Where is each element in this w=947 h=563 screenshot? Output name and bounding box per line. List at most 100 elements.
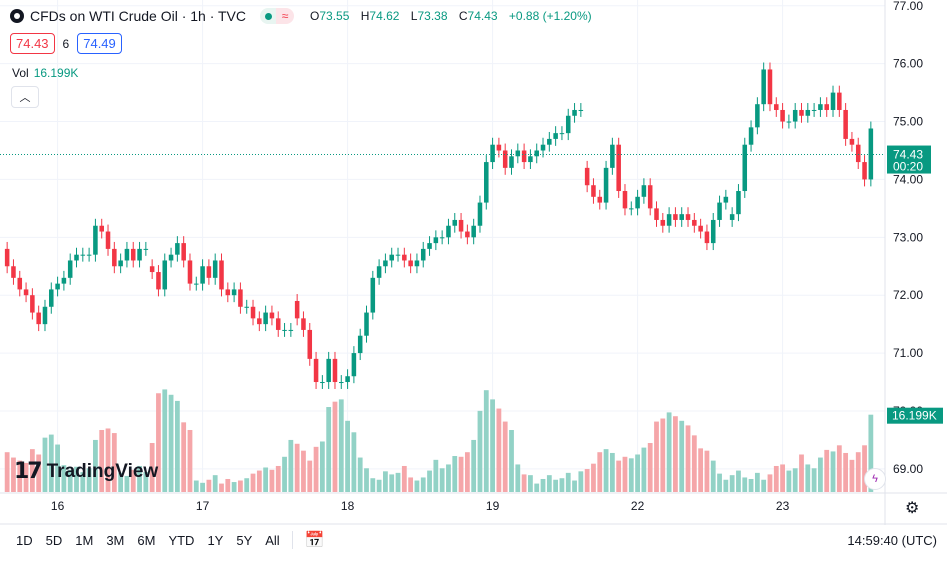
timeframe-1y[interactable]: 1Y [207,532,224,548]
spark-icon[interactable]: ϟ [864,468,886,490]
volume-bar [464,452,470,492]
candle-body [578,109,584,111]
last-volume-label: 16.199K [892,409,937,423]
volume-bar [11,457,16,492]
volume-bar [723,479,729,492]
timeframe-5d[interactable]: 5D [45,532,63,548]
volume-bar [86,468,92,492]
candle-body [509,156,514,168]
trade-buttons: 74.43 6 74.49 [10,33,122,54]
price-tick-label: 76.00 [893,57,923,71]
candle-body [112,248,117,267]
volume-bar [4,452,10,492]
candle-body [206,266,212,278]
candle-body [780,109,785,122]
volume-bar [496,408,502,492]
timeframe-6m[interactable]: 6M [137,532,156,548]
candle-body [477,202,483,226]
time-tick-label: 18 [341,499,355,513]
candle-body [616,144,621,192]
candle-body [837,92,842,110]
market-status-pill[interactable]: ≈ [260,8,295,24]
candle-body [540,144,546,151]
wave-icon: ≈ [276,8,295,24]
collapse-legend-button[interactable]: ︿ [11,86,39,108]
volume-bar [477,410,483,492]
candle-body [219,260,224,290]
timeframe-1m[interactable]: 1M [75,532,94,548]
candle-body [74,254,79,261]
volume-bar [729,475,735,492]
volume-bar [219,483,224,492]
time-tick-label: 17 [196,499,210,513]
candle-body [433,237,439,244]
volume-legend: Vol 16.199K [12,66,78,80]
volume-bar [370,478,376,492]
toolbar-divider [291,531,293,549]
volume-bar [515,464,521,492]
volume-bar [717,473,722,492]
gear-icon[interactable]: ⚙ [905,500,920,517]
volume-bar [168,394,174,492]
last-price-badge [887,145,931,174]
timeframe-3m[interactable]: 3M [106,532,125,548]
candle-body [862,162,867,180]
candle-body [156,272,161,290]
candle-body [484,162,489,203]
volume-bar [74,466,79,492]
timeframe-ytd[interactable]: YTD [168,532,195,548]
volume-bar [225,478,231,492]
volume-bar [313,446,319,492]
volume-bar [799,454,804,492]
candle-body [742,144,748,192]
symbol-logo-icon [10,9,24,23]
candle-body [534,150,539,157]
candle-body [36,312,41,325]
candle-body [774,104,779,110]
timeframe-5y[interactable]: 5Y [236,532,253,548]
candle-body [679,214,684,220]
candle-body [124,248,130,261]
volume-bar [193,480,199,492]
volume-bar [483,390,489,492]
symbol-title[interactable]: CFDs on WTI Crude Oil · 1h · TVC [30,8,247,24]
candle-body [452,219,458,226]
sell-button[interactable]: 74.43 [10,33,55,54]
volume-bar [591,463,596,492]
candle-body [647,185,653,209]
candle-body [465,231,470,238]
candle-body [685,214,691,220]
price-tick-label: 73.00 [893,230,923,244]
candle-body [23,289,29,296]
timeframe-all[interactable]: All [265,532,280,548]
tradingview-watermark[interactable]: 17 TradingView [14,459,158,484]
candle-body [843,109,848,139]
candle-body [805,109,811,116]
volume-bar [282,456,287,492]
volume-bar [156,393,161,492]
market-open-icon [260,8,277,24]
chart-header: CFDs on WTI Crude Oil · 1h · TVC ≈ O73.5… [10,6,592,26]
volume-bar [446,464,451,492]
volume-bar [559,478,565,492]
countdown-label: 00:20 [893,160,923,174]
candle-body [345,376,350,383]
volume-bar [36,454,42,492]
volume-bar [786,470,792,492]
volume-bar [326,407,332,492]
candle-body [458,219,464,232]
volume-bar [565,472,571,492]
buy-button[interactable]: 74.49 [77,33,122,54]
candle-body [332,358,338,383]
volume-bar [660,418,666,492]
volume-bar [55,444,60,492]
candle-body [692,219,697,226]
candle-body [420,248,426,261]
volume-value: 16.199K [33,66,79,80]
timeframe-1d[interactable]: 1D [16,532,33,548]
volume-bar [647,443,653,492]
clock[interactable]: 14:59:40 (UTC) [847,532,937,548]
calendar-icon[interactable]: 📅 [304,532,325,549]
price-chart[interactable]: 77.0076.0075.0074.0073.0072.0071.0070.00… [0,0,947,525]
volume-bar [408,477,414,492]
